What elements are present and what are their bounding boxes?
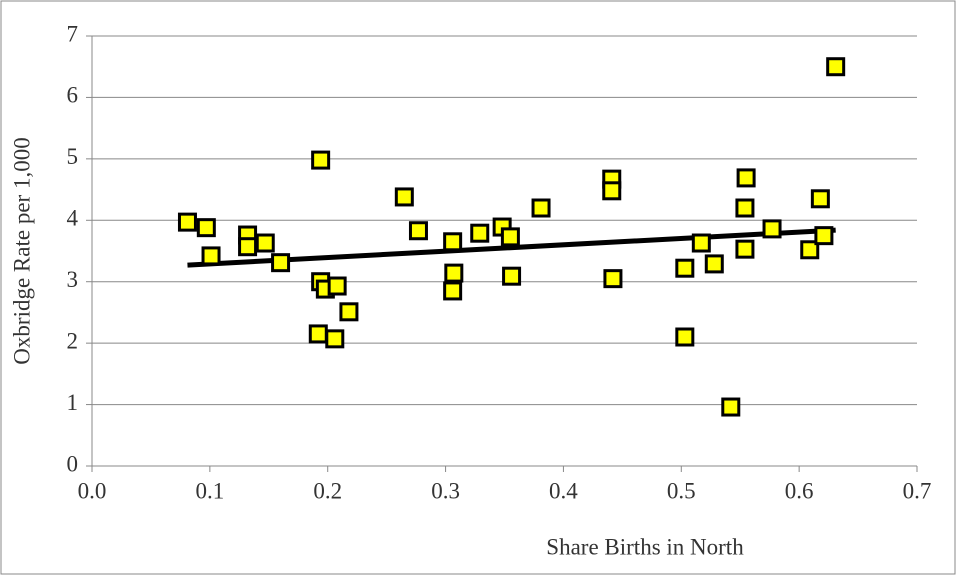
- point: [308, 324, 328, 344]
- point: [602, 181, 622, 201]
- point: [443, 232, 463, 252]
- point: [394, 187, 414, 207]
- point: [443, 281, 463, 301]
- x-tick-label: 0.5: [667, 478, 696, 503]
- point: [196, 218, 216, 238]
- y-tick-label: 2: [67, 328, 79, 353]
- y-tick-label: 7: [67, 21, 79, 46]
- point: [826, 57, 846, 77]
- y-tick-label: 6: [67, 83, 79, 108]
- point: [800, 240, 820, 260]
- point: [238, 237, 258, 257]
- y-tick-label: 4: [67, 206, 79, 231]
- point: [675, 258, 695, 278]
- point: [339, 302, 359, 322]
- point: [255, 233, 275, 253]
- point: [735, 239, 755, 259]
- point: [810, 189, 830, 209]
- x-axis-title: Share Births in North: [546, 534, 744, 559]
- y-tick-label: 3: [67, 267, 79, 292]
- point: [271, 253, 291, 273]
- x-tick-label: 0.3: [431, 478, 460, 503]
- point: [327, 276, 347, 296]
- x-tick-label: 0.0: [78, 478, 107, 503]
- y-tick-label: 5: [67, 144, 79, 169]
- point: [704, 254, 724, 274]
- x-tick-label: 0.2: [313, 478, 342, 503]
- x-tick-label: 0.6: [785, 478, 814, 503]
- point: [675, 327, 695, 347]
- point: [735, 198, 755, 218]
- point: [470, 223, 490, 243]
- x-tick-label: 0.7: [903, 478, 932, 503]
- point: [603, 269, 623, 289]
- point: [721, 397, 741, 417]
- point: [531, 198, 551, 218]
- y-axis-title: Oxbridge Rate per 1,000: [9, 137, 34, 364]
- x-tick-label: 0.4: [549, 478, 578, 503]
- point: [502, 266, 522, 286]
- point: [408, 221, 428, 241]
- trend-line: [187, 227, 836, 268]
- point: [311, 150, 331, 170]
- point: [814, 226, 834, 246]
- point: [444, 263, 464, 283]
- point: [500, 227, 520, 247]
- point: [325, 329, 345, 349]
- point: [736, 168, 756, 188]
- y-tick-label: 1: [67, 390, 79, 415]
- point: [762, 219, 782, 239]
- point: [691, 233, 711, 253]
- point: [177, 212, 197, 232]
- y-tick-label: 0: [67, 451, 79, 476]
- x-tick-label: 0.1: [195, 478, 224, 503]
- point: [201, 246, 221, 266]
